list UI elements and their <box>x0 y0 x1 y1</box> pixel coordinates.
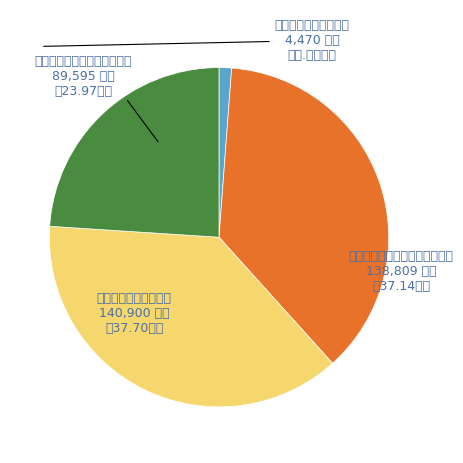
Wedge shape <box>219 68 388 363</box>
Text: （１）感染拡大の防止
4,470 千円
（１.１９％）: （１）感染拡大の防止 4,470 千円 （１.１９％） <box>44 19 349 62</box>
Text: （２）雇用の維持と事業の継続
138,809 千円
（37.14％）: （２）雇用の維持と事業の継続 138,809 千円 （37.14％） <box>348 250 453 293</box>
Text: （４）強靭な経済構造の構築
89,595 千円
（23.97％）: （４）強靭な経済構造の構築 89,595 千円 （23.97％） <box>34 55 132 98</box>
Wedge shape <box>50 68 219 237</box>
Wedge shape <box>49 226 332 407</box>
Text: （３）経済活動の回復
140,900 千円
（37.70％）: （３）経済活動の回復 140,900 千円 （37.70％） <box>96 292 171 335</box>
Wedge shape <box>219 68 231 237</box>
